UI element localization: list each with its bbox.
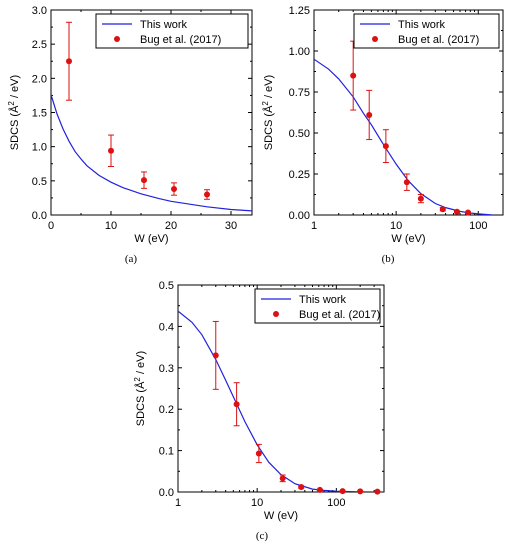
series-line-this-work	[314, 58, 493, 215]
legend: This work Bug et al. (2017)	[353, 13, 500, 49]
x-axis-label: W (eV)	[264, 510, 298, 522]
y-tick-label: 3.0	[32, 5, 47, 17]
y-tick-label: 0.0	[32, 210, 47, 222]
data-point-bug-2017	[171, 186, 177, 193]
data-point-bug-2017	[366, 111, 373, 118]
legend-dot-swatch	[114, 36, 120, 42]
x-tick-label: 100	[327, 497, 345, 509]
y-tick-label: 0.25	[289, 169, 310, 181]
x-tick-label: 10	[251, 497, 263, 509]
legend-dot-swatch	[372, 36, 378, 42]
data-point-bug-2017	[453, 208, 460, 215]
x-axis-label: W (eV)	[391, 233, 425, 245]
series-line-this-work	[178, 310, 384, 492]
chart-panel-3: 0.0 0.1 0.2 0.3 0.4 0.5 1 10 100 W (eV) SDCS (Å2 /…	[133, 280, 385, 542]
y-tick-label: 0.75	[289, 87, 310, 99]
legend-label: This work	[299, 294, 347, 306]
y-tick-label: 0.3	[159, 363, 174, 375]
legend-label: This work	[398, 19, 446, 31]
panel-label: (b)	[382, 253, 395, 265]
data-point-bug-2017	[350, 72, 357, 79]
data-point-bug-2017	[298, 484, 305, 491]
data-point-bug-2017	[212, 352, 219, 359]
data-point-bug-2017	[465, 209, 472, 216]
legend-dot-swatch	[273, 311, 279, 317]
legend-label: This work	[140, 19, 188, 31]
x-tick-label: 30	[225, 220, 237, 232]
y-tick-label: 1.0	[32, 142, 47, 154]
y-tick-label: 1.25	[289, 5, 310, 17]
data-point-bug-2017	[141, 177, 147, 184]
panel-label: (a)	[125, 253, 138, 265]
y-tick-label: 0.5	[32, 176, 47, 188]
legend: This work Bug et al. (2017)	[95, 13, 249, 49]
y-tick-label: 0.00	[289, 210, 310, 222]
legend-box	[254, 288, 381, 324]
x-tick-label: 10	[105, 220, 117, 232]
y-tick-label: 0.0	[159, 487, 174, 499]
legend-box	[95, 13, 249, 49]
y-axis-label: SDCS (Å2 / eV)	[7, 75, 21, 150]
data-point-bug-2017	[403, 179, 410, 186]
y-tick-label: 1.00	[289, 46, 310, 58]
data-point-bug-2017	[374, 488, 381, 495]
data-point-bug-2017	[108, 147, 114, 154]
x-tick-label: 1	[175, 497, 181, 509]
data-point-bug-2017	[417, 195, 424, 202]
y-tick-label: 0.2	[159, 404, 174, 416]
x-tick-label: 0	[48, 220, 54, 232]
legend-label: Bug et al. (2017)	[299, 309, 380, 321]
y-tick-label: 0.5	[159, 280, 174, 292]
data-point-bug-2017	[204, 191, 210, 198]
x-tick-label: 1	[311, 220, 317, 232]
data-point-bug-2017	[255, 450, 262, 457]
y-axis-label: SDCS (Å2 / eV)	[133, 351, 147, 426]
legend-label: Bug et al. (2017)	[398, 34, 479, 46]
chart-panel-2: 0.00 0.25 0.50 0.75 1.00 1.25 1 10 100 W (eV) SDCS…	[261, 5, 504, 265]
data-point-bug-2017	[357, 488, 364, 495]
y-axis-label: SDCS (Å2 / eV)	[261, 75, 275, 150]
series-line-this-work	[51, 94, 252, 212]
legend-box	[353, 13, 500, 49]
data-point-bug-2017	[382, 143, 389, 150]
x-tick-label: 20	[165, 220, 177, 232]
panel-label: (c)	[256, 530, 269, 542]
x-axis-label: W (eV)	[134, 233, 168, 245]
y-tick-label: 0.4	[159, 321, 174, 333]
y-tick-label: 0.1	[159, 446, 174, 458]
x-tick-label: 10	[390, 220, 402, 232]
legend-label: Bug et al. (2017)	[140, 34, 221, 46]
y-tick-label: 2.0	[32, 73, 47, 85]
data-point-bug-2017	[339, 488, 346, 495]
data-point-bug-2017	[279, 475, 286, 482]
data-point-bug-2017	[316, 486, 323, 493]
data-point-bug-2017	[66, 58, 72, 65]
y-tick-label: 0.50	[289, 128, 310, 140]
x-tick-label: 100	[469, 220, 487, 232]
legend: This work Bug et al. (2017)	[254, 288, 381, 324]
chart-panel-1: 0.0 0.5 1.0 1.5 2.0 2.5 3.0 0 10 20 30 W (eV) SDCS (…	[7, 5, 253, 265]
data-point-bug-2017	[439, 206, 446, 213]
y-tick-label: 2.5	[32, 39, 47, 51]
data-point-bug-2017	[233, 401, 240, 408]
y-tick-label: 1.5	[32, 108, 47, 120]
